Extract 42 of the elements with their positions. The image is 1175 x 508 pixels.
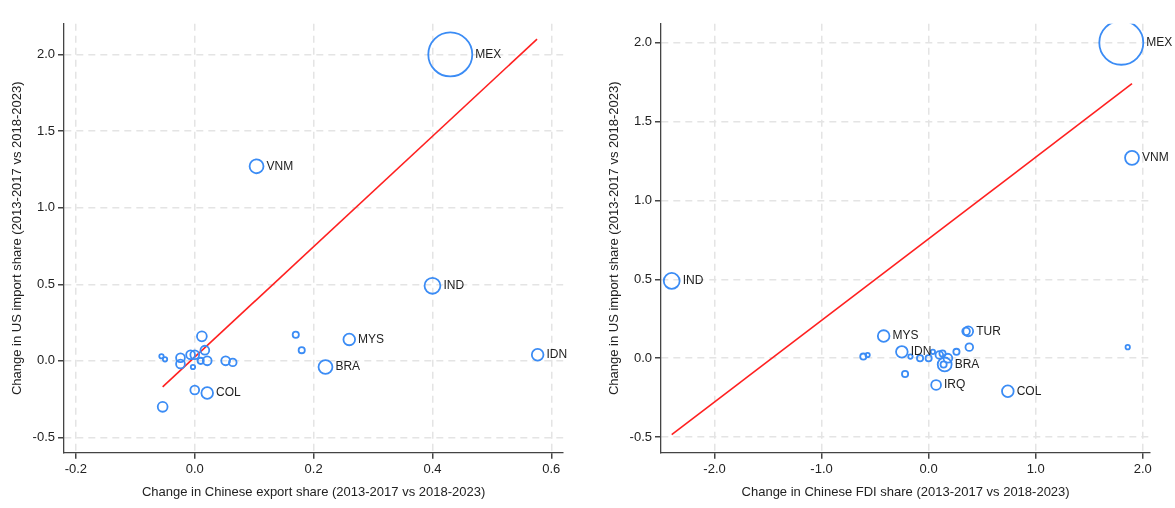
annotation: BRA [335,359,361,374]
x-tick-label: 0.4 [423,461,442,477]
y-tick-label: 1.0 [633,192,652,208]
annotation: COL [1016,383,1042,398]
annotation: IND [682,273,704,288]
y-tick-label: 0.5 [36,275,55,291]
y-tick-label: 1.5 [36,122,55,138]
y-tick-label: 0.0 [36,352,55,368]
x-tick-label: -2.0 [703,461,726,477]
annotation: VNM [1141,150,1169,165]
annotation: MYS [358,331,385,346]
y-tick-label: -0.5 [32,429,55,445]
annotation: IDN [546,347,568,362]
annotation: MEX [1146,35,1173,50]
x-tick-label: -1.0 [810,461,833,477]
x-tick-label: 0.0 [185,461,204,477]
x-tick-label: -0.2 [64,461,88,477]
annotation: IND [443,278,465,293]
y-axis-title: Change in US import share (2013-2017 vs 2018-2023) [606,81,622,396]
annotation: TUR [976,323,1002,338]
annotation: MEX [475,46,502,61]
annotation: VNM [266,158,294,173]
x-tick-label: 2.0 [1133,461,1152,477]
y-tick-label: 0.5 [633,270,652,286]
x-axis-title: Change in Chinese export share (2013-2017 vs 2018-2023) [141,483,486,499]
y-tick-label: 1.0 [36,199,55,215]
x-axis-title: Change in Chinese FDI share (2013-2017 vs 2018-2023) [741,483,1070,499]
annotation: IDN [910,344,932,359]
annotation: IRQ [944,377,966,392]
y-tick-label: 0.0 [633,349,652,365]
y-tick-label: -0.5 [629,428,652,444]
annotation: BRA [954,356,980,371]
x-tick-label: 0.6 [542,461,561,477]
x-tick-label: 0.2 [304,461,323,477]
x-tick-label: 1.0 [1026,461,1045,477]
x-tick-label: 0.0 [919,461,938,477]
y-tick-label: 2.0 [633,34,652,50]
y-axis-title: Change in US import share (2013-2017 vs 2018-2023) [9,81,25,396]
y-tick-label: 2.0 [36,46,55,62]
annotation: COL [216,385,242,400]
annotation: MYS [892,328,919,343]
y-tick-label: 1.5 [633,113,652,129]
